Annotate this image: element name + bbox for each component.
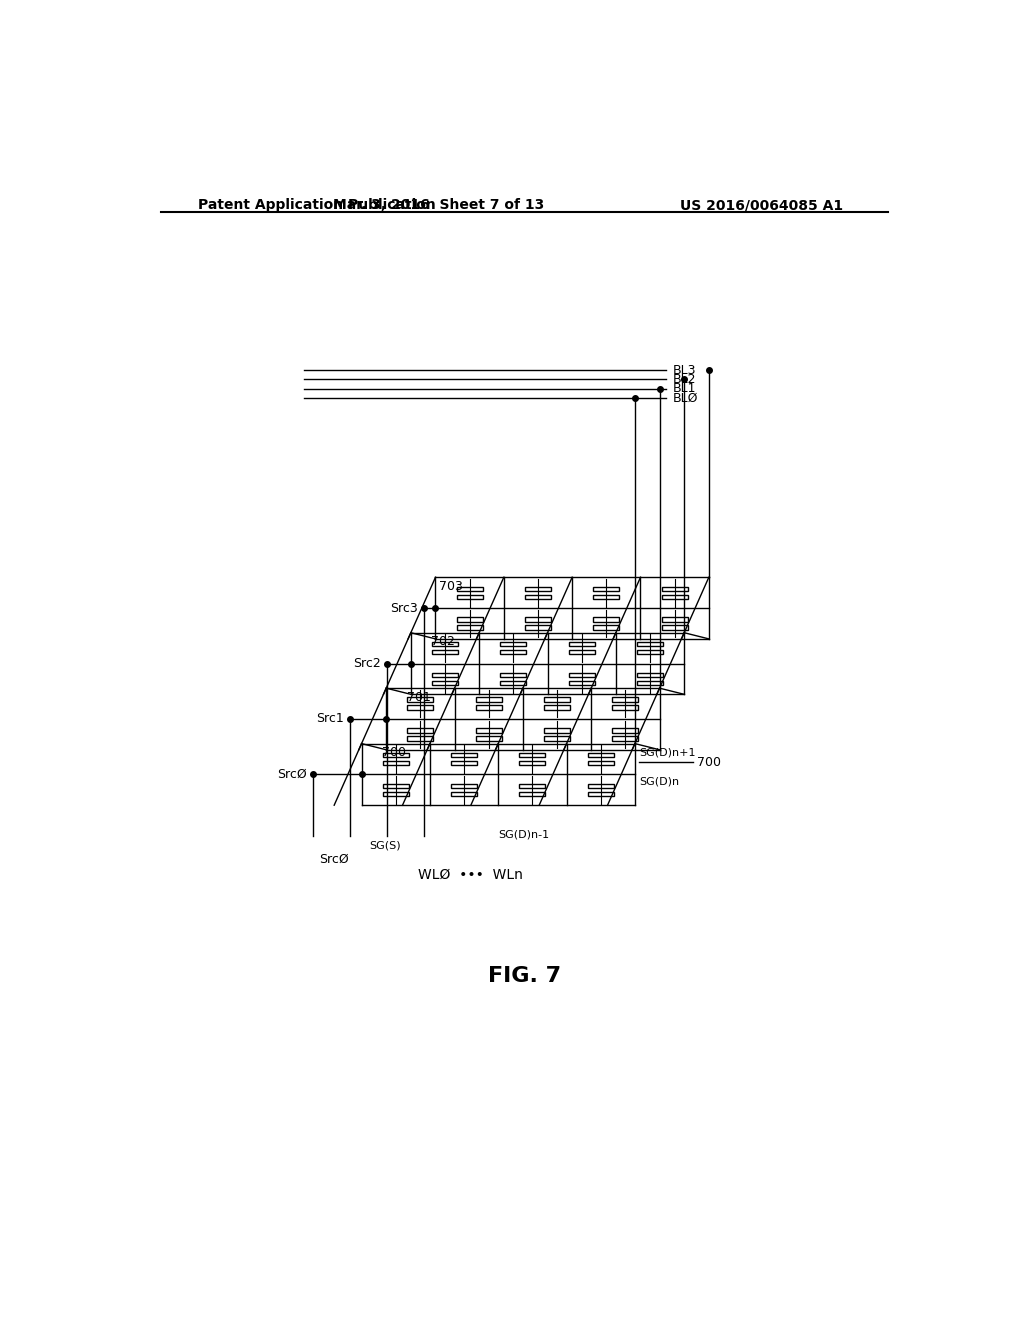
Bar [525, 618, 551, 622]
Bar [593, 618, 620, 622]
Bar [457, 594, 482, 599]
Bar [476, 697, 502, 702]
Text: Src2: Src2 [353, 657, 381, 671]
Bar [568, 649, 595, 655]
Bar [662, 626, 688, 630]
Bar [612, 697, 638, 702]
Bar [593, 586, 620, 591]
Text: Src3: Src3 [390, 602, 418, 615]
Bar [457, 626, 482, 630]
Bar [432, 642, 458, 647]
Bar [476, 737, 502, 741]
Text: 703: 703 [439, 579, 463, 593]
Text: Src1: Src1 [316, 713, 344, 726]
Bar [662, 594, 688, 599]
Bar [612, 705, 638, 710]
Bar [383, 760, 409, 766]
Bar [452, 760, 477, 766]
Bar [452, 752, 477, 758]
Bar [637, 673, 663, 677]
Text: BL1: BL1 [673, 381, 696, 395]
Bar [383, 752, 409, 758]
Bar [501, 673, 526, 677]
Bar [501, 681, 526, 685]
Bar [432, 681, 458, 685]
Text: BLØ: BLØ [673, 391, 698, 404]
Bar [383, 784, 409, 788]
Text: Mar. 3, 2016  Sheet 7 of 13: Mar. 3, 2016 Sheet 7 of 13 [333, 198, 544, 213]
Bar [544, 737, 570, 741]
Bar [525, 594, 551, 599]
Bar [452, 792, 477, 796]
Bar [383, 792, 409, 796]
Bar [612, 729, 638, 733]
Text: BL2: BL2 [673, 372, 696, 385]
Bar [662, 618, 688, 622]
Bar [476, 729, 502, 733]
Bar [432, 649, 458, 655]
Text: WLØ  •••  WLn: WLØ ••• WLn [419, 867, 523, 882]
Text: SrcØ: SrcØ [319, 853, 349, 866]
Bar [525, 586, 551, 591]
Bar [568, 642, 595, 647]
Text: BL3: BL3 [673, 363, 696, 376]
Text: US 2016/0064085 A1: US 2016/0064085 A1 [680, 198, 844, 213]
Bar [662, 586, 688, 591]
Bar [588, 784, 613, 788]
Bar [637, 681, 663, 685]
Bar [544, 729, 570, 733]
Bar [452, 784, 477, 788]
Text: 700: 700 [696, 755, 721, 768]
Bar [588, 792, 613, 796]
Bar [544, 697, 570, 702]
Bar [593, 594, 620, 599]
Bar [408, 737, 433, 741]
Bar [568, 673, 595, 677]
Text: 700: 700 [382, 746, 407, 759]
Text: SG(S): SG(S) [370, 841, 400, 850]
Bar [476, 705, 502, 710]
Text: 702: 702 [431, 635, 456, 648]
Bar [637, 649, 663, 655]
Bar [612, 737, 638, 741]
Bar [519, 752, 546, 758]
Bar [432, 673, 458, 677]
Bar [408, 697, 433, 702]
Bar [519, 784, 546, 788]
Bar [568, 681, 595, 685]
Bar [544, 705, 570, 710]
Text: FIG. 7: FIG. 7 [488, 966, 561, 986]
Bar [408, 705, 433, 710]
Text: Patent Application Publication: Patent Application Publication [199, 198, 436, 213]
Bar [637, 642, 663, 647]
Bar [525, 626, 551, 630]
Bar [588, 760, 613, 766]
Bar [457, 618, 482, 622]
Text: SG(D)n: SG(D)n [639, 776, 679, 787]
Bar [408, 729, 433, 733]
Text: 701: 701 [407, 690, 430, 704]
Text: SrcØ: SrcØ [278, 768, 307, 781]
Bar [501, 649, 526, 655]
Bar [501, 642, 526, 647]
Bar [519, 792, 546, 796]
Bar [593, 626, 620, 630]
Bar [457, 586, 482, 591]
Bar [519, 760, 546, 766]
Bar [588, 752, 613, 758]
Text: SG(D)n+1: SG(D)n+1 [639, 748, 695, 758]
Text: SG(D)n-1: SG(D)n-1 [499, 829, 549, 840]
